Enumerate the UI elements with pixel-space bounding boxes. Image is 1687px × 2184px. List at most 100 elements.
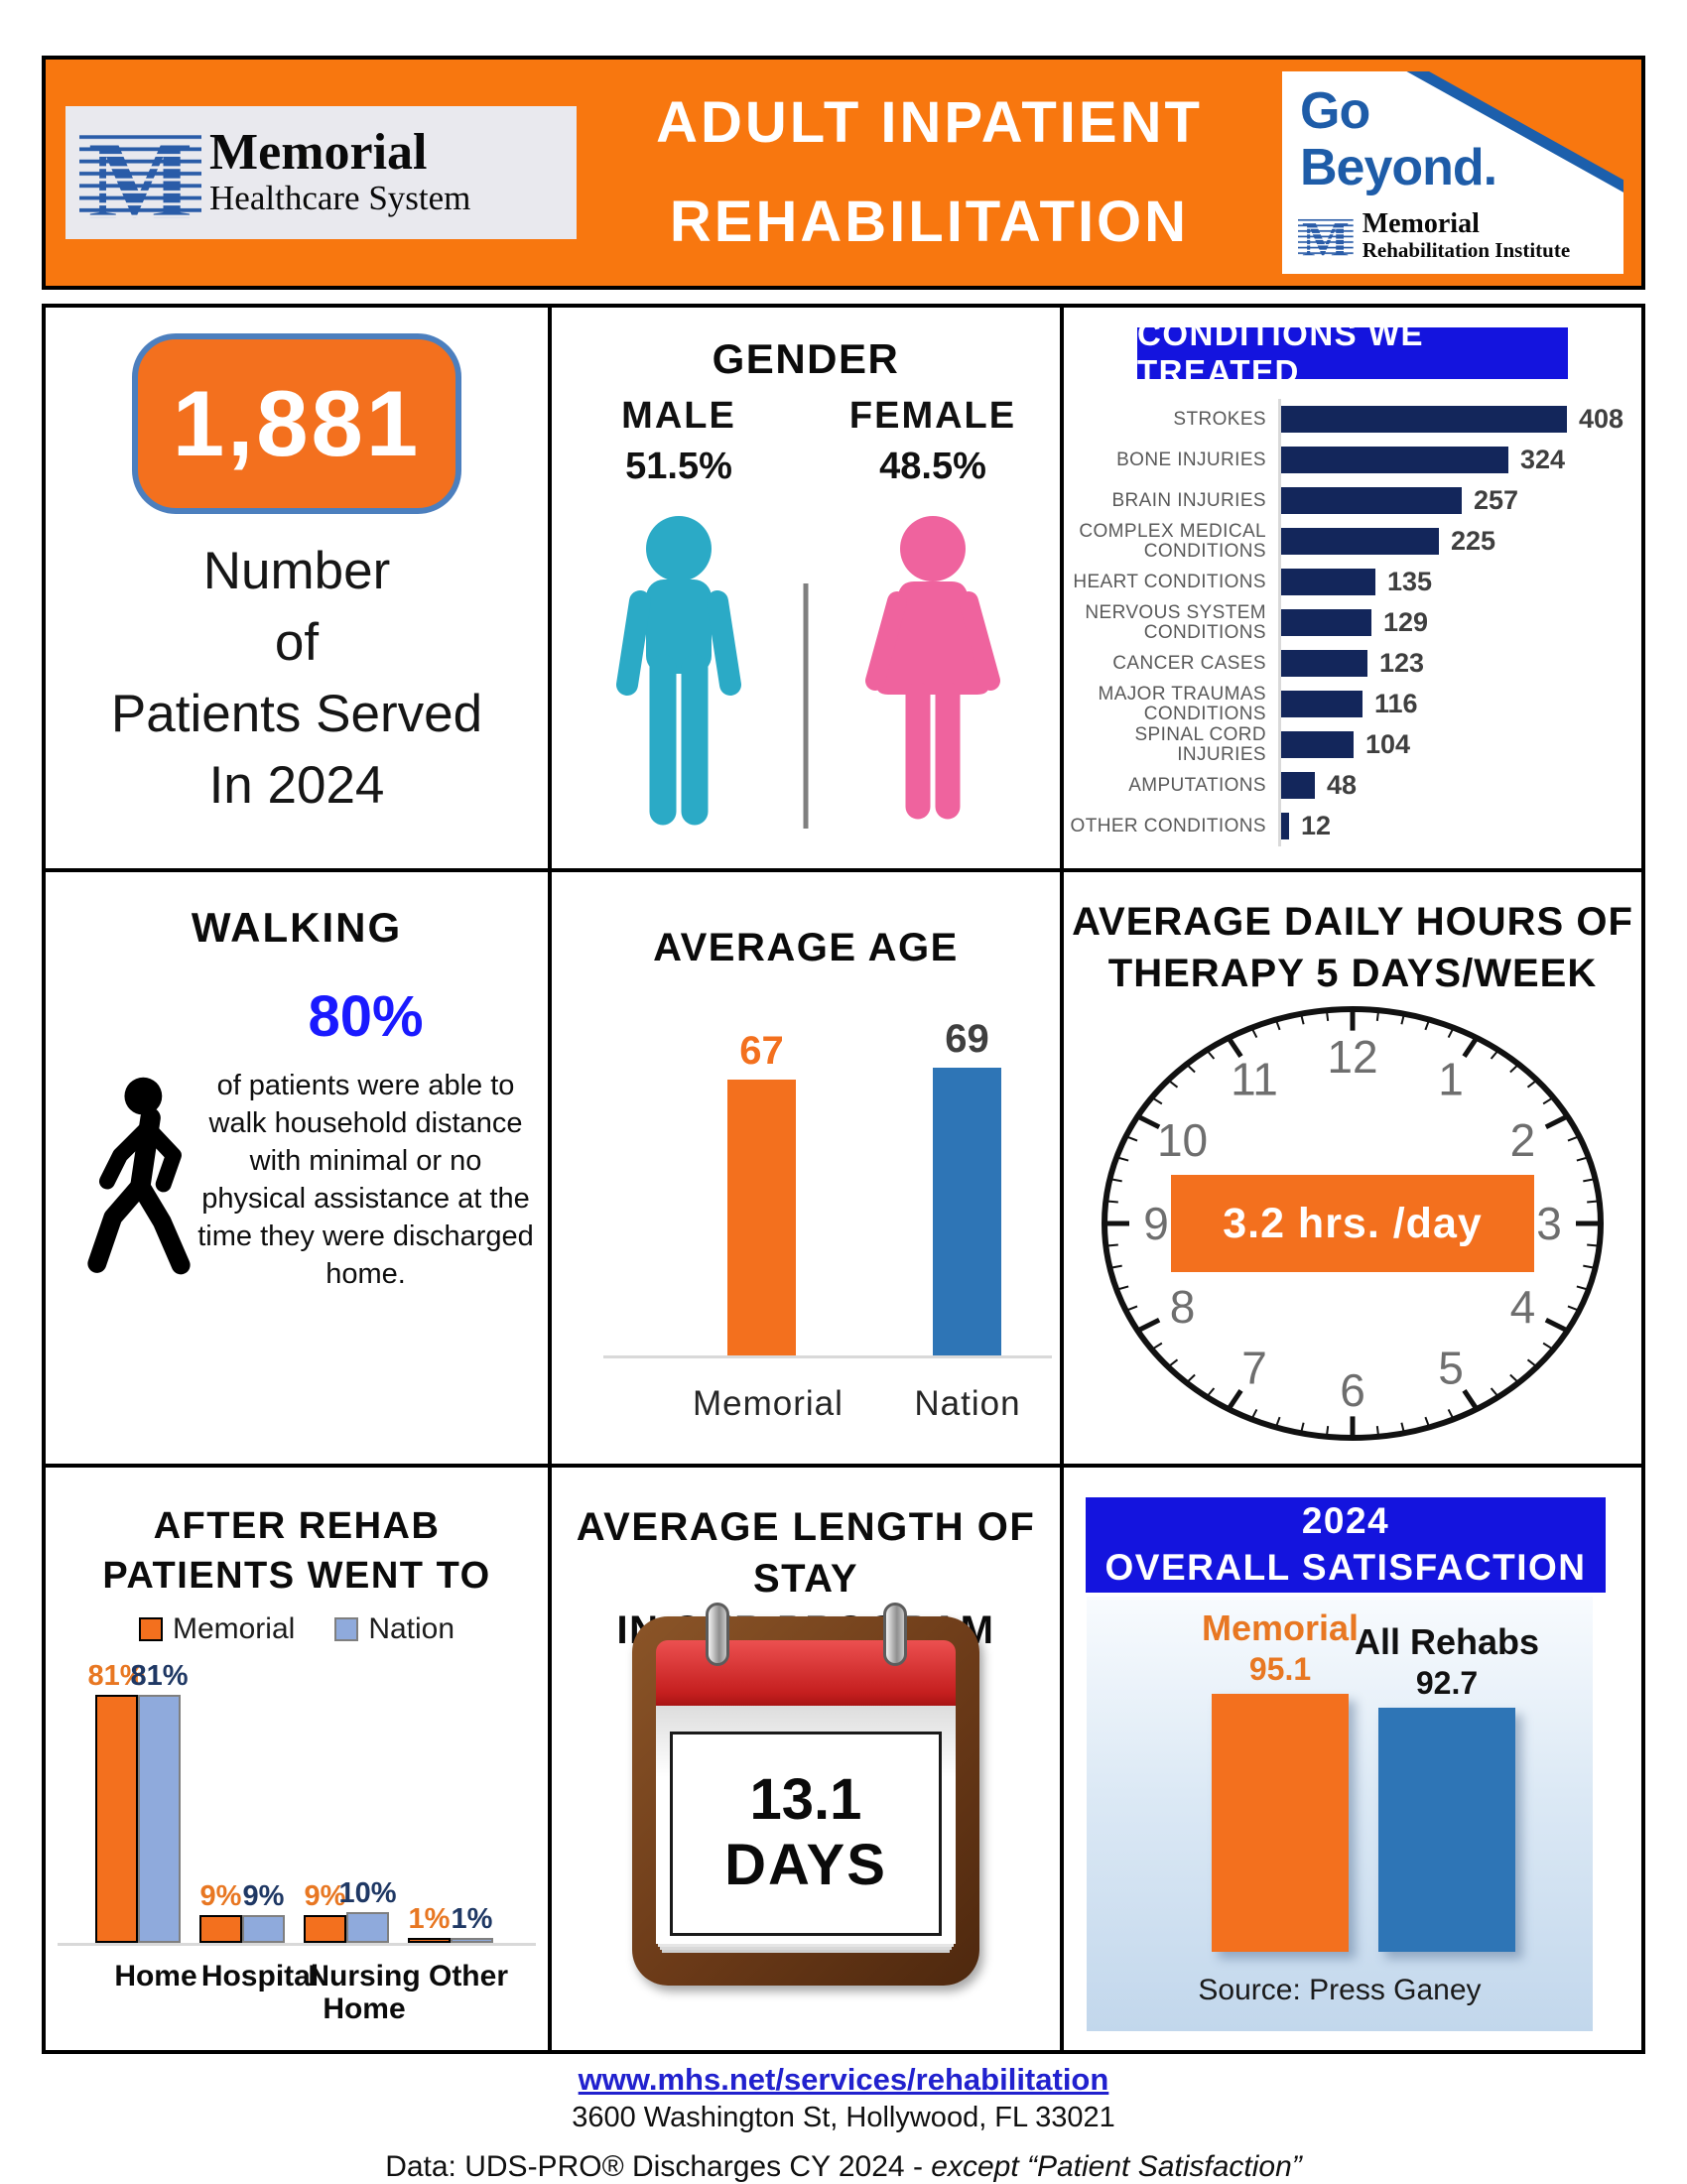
condition-bar: [1281, 609, 1371, 636]
bar-group: 1% 1%: [408, 1903, 493, 1943]
condition-value: 408: [1579, 404, 1624, 434]
mhs-logo-name: Memorial: [209, 124, 428, 181]
condition-row: NERVOUS SYSTEM CONDITIONS 129: [1070, 602, 1633, 643]
go-beyond-wordmark: Go Beyond.: [1300, 82, 1497, 196]
condition-row: CANCER CASES 123: [1070, 643, 1633, 684]
gender-divider-line: [803, 583, 809, 829]
memorial-bar: [199, 1915, 242, 1943]
memorial-m-icon: M: [79, 120, 202, 225]
svg-text:M: M: [1302, 212, 1350, 260]
legend-item: Nation: [334, 1612, 454, 1646]
memorial-m-letter: M: [88, 120, 193, 225]
condition-bar: [1281, 569, 1375, 595]
bar-value-label: 1%: [408, 1903, 451, 1935]
length-of-stay-value: 13.1: [749, 1767, 862, 1832]
bar-group: 9% 10%: [304, 1877, 397, 1943]
male-icon: [616, 516, 741, 826]
gender-female-column: FEMALE 48.5%: [806, 395, 1060, 868]
bar-value-label: 81%: [130, 1660, 189, 1692]
bar-group: 81% 81%: [87, 1660, 189, 1943]
condition-bar: [1281, 528, 1439, 555]
clock-number: 1: [1438, 1054, 1464, 1105]
bar-column: 9%: [199, 1880, 242, 1943]
age-category-label: Memorial: [693, 1384, 844, 1423]
bar-column: 9%: [304, 1880, 346, 1943]
female-percentage: 48.5%: [879, 446, 986, 487]
condition-label: MAJOR TRAUMAS CONDITIONS: [1098, 683, 1266, 724]
condition-value: 135: [1387, 567, 1433, 596]
panel-length-of-stay: AVERAGE LENGTH OF STAY IN OUR PROGRAM 13…: [552, 1468, 1060, 2050]
calendar-ring-right: [883, 1603, 907, 1666]
patients-caption: Number of Patients Served In 2024: [110, 542, 483, 815]
after-rehab-chart: 81% 81% 9% 9% 9% 10% 1% 1%: [58, 1660, 536, 1946]
calendar-ring-left: [706, 1603, 729, 1666]
condition-row: BONE INJURIES 324: [1070, 440, 1633, 480]
condition-bar: [1281, 813, 1289, 839]
condition-bar: [1281, 650, 1367, 677]
calendar-page: 13.1 DAYS: [656, 1706, 956, 1944]
male-label: MALE: [621, 395, 736, 437]
therapy-hours-badge: 3.2 hrs. /day: [1171, 1175, 1534, 1272]
bar-value-label: 9%: [304, 1880, 346, 1912]
condition-value: 104: [1365, 729, 1411, 759]
nation-legend-swatch: [334, 1617, 359, 1641]
page-title-line1: ADULT INPATIENT: [656, 90, 1203, 155]
walking-percentage: 80%: [308, 984, 424, 1049]
satisfaction-value-label: 92.7: [1415, 1665, 1479, 1701]
condition-label: CANCER CASES: [1112, 652, 1266, 674]
therapy-title: AVERAGE DAILY HOURS OF THERAPY 5 DAYS/WE…: [1072, 900, 1633, 995]
after-rehab-title: AFTER REHAB PATIENTS WENT TO: [102, 1505, 491, 1597]
rehabilitation-link[interactable]: www.mhs.net/services/rehabilitation: [578, 2062, 1109, 2097]
condition-row: MAJOR TRAUMAS CONDITIONS 116: [1070, 684, 1633, 724]
clock-number: 4: [1510, 1281, 1536, 1333]
panel-gender: GENDER MALE 51.5% FEMALE: [552, 308, 1060, 868]
data-source-note: Data: UDS-PRO® Discharges CY 2024 - exce…: [385, 2150, 1302, 2183]
satisfaction-source: Source: Press Ganey: [1198, 1974, 1482, 2006]
panel-walking: WALKING 80% of patients were able to wal…: [46, 872, 548, 1464]
female-icon: [865, 516, 1000, 820]
satisfaction-chart: Source: Press Ganey Memorial 95.1 All Reha…: [1087, 1597, 1593, 2031]
condition-row: BRAIN INJURIES 257: [1070, 480, 1633, 521]
condition-label: BRAIN INJURIES: [1111, 489, 1266, 511]
mri-m-icon: M: [1298, 212, 1354, 260]
condition-label: STROKES: [1173, 408, 1266, 430]
satisfaction-bar-column: Memorial 95.1: [1202, 1607, 1359, 1952]
age-value-label: 69: [945, 1017, 989, 1061]
condition-row: STROKES 408: [1070, 399, 1633, 440]
condition-row: COMPLEX MEDICAL CONDITIONS 225: [1070, 521, 1633, 562]
condition-bar: [1281, 772, 1315, 799]
bar-value-label: 1%: [451, 1903, 493, 1935]
after-rehab-legend: Memorial Nation: [46, 1612, 548, 1646]
patients-count-box: 1,881: [132, 333, 461, 514]
clock-number: 2: [1510, 1114, 1536, 1166]
clock-number: 6: [1340, 1364, 1365, 1416]
panel-after-rehab: AFTER REHAB PATIENTS WENT TO Memorial Nat…: [46, 1468, 548, 2050]
infographic-grid: 1,881 Number of Patients Served In 2024 …: [42, 304, 1645, 2054]
clock-number: 9: [1143, 1198, 1169, 1249]
condition-row: SPINAL CORD INJURIES 104: [1070, 724, 1633, 765]
condition-row: AMPUTATIONS 48: [1070, 765, 1633, 806]
condition-bar: [1281, 487, 1462, 514]
page-title: ADULT INPATIENT REHABILITATION: [577, 73, 1282, 272]
age-bar-column: 67: [727, 1029, 796, 1355]
memorial-bar: [304, 1915, 346, 1943]
satisfaction-series-label: Memorial: [1201, 1607, 1360, 1648]
condition-bar: [1281, 691, 1363, 717]
condition-label: COMPLEX MEDICAL CONDITIONS: [1079, 520, 1266, 562]
age-bar-column: 69: [933, 1017, 1001, 1355]
category-label: Home: [114, 1960, 197, 1992]
male-percentage: 51.5%: [625, 446, 732, 487]
panel-average-age: AVERAGE AGE 67 69 Memorial Nation: [552, 872, 1060, 1464]
satisfaction-bar: [1378, 1708, 1515, 1952]
clock-number: 5: [1438, 1342, 1464, 1393]
condition-bar: [1281, 447, 1508, 473]
patients-count: 1,881: [172, 371, 422, 475]
age-value-label: 67: [739, 1029, 784, 1073]
condition-value: 12: [1301, 811, 1332, 840]
condition-label: AMPUTATIONS: [1128, 774, 1266, 796]
bar-column: 10%: [338, 1877, 397, 1943]
calendar-icon: 13.1 DAYS: [632, 1603, 979, 1986]
after-rehab-axis-line: [58, 1943, 536, 1946]
condition-label: SPINAL CORD INJURIES: [1134, 723, 1266, 765]
memorial-bar: [95, 1695, 138, 1943]
